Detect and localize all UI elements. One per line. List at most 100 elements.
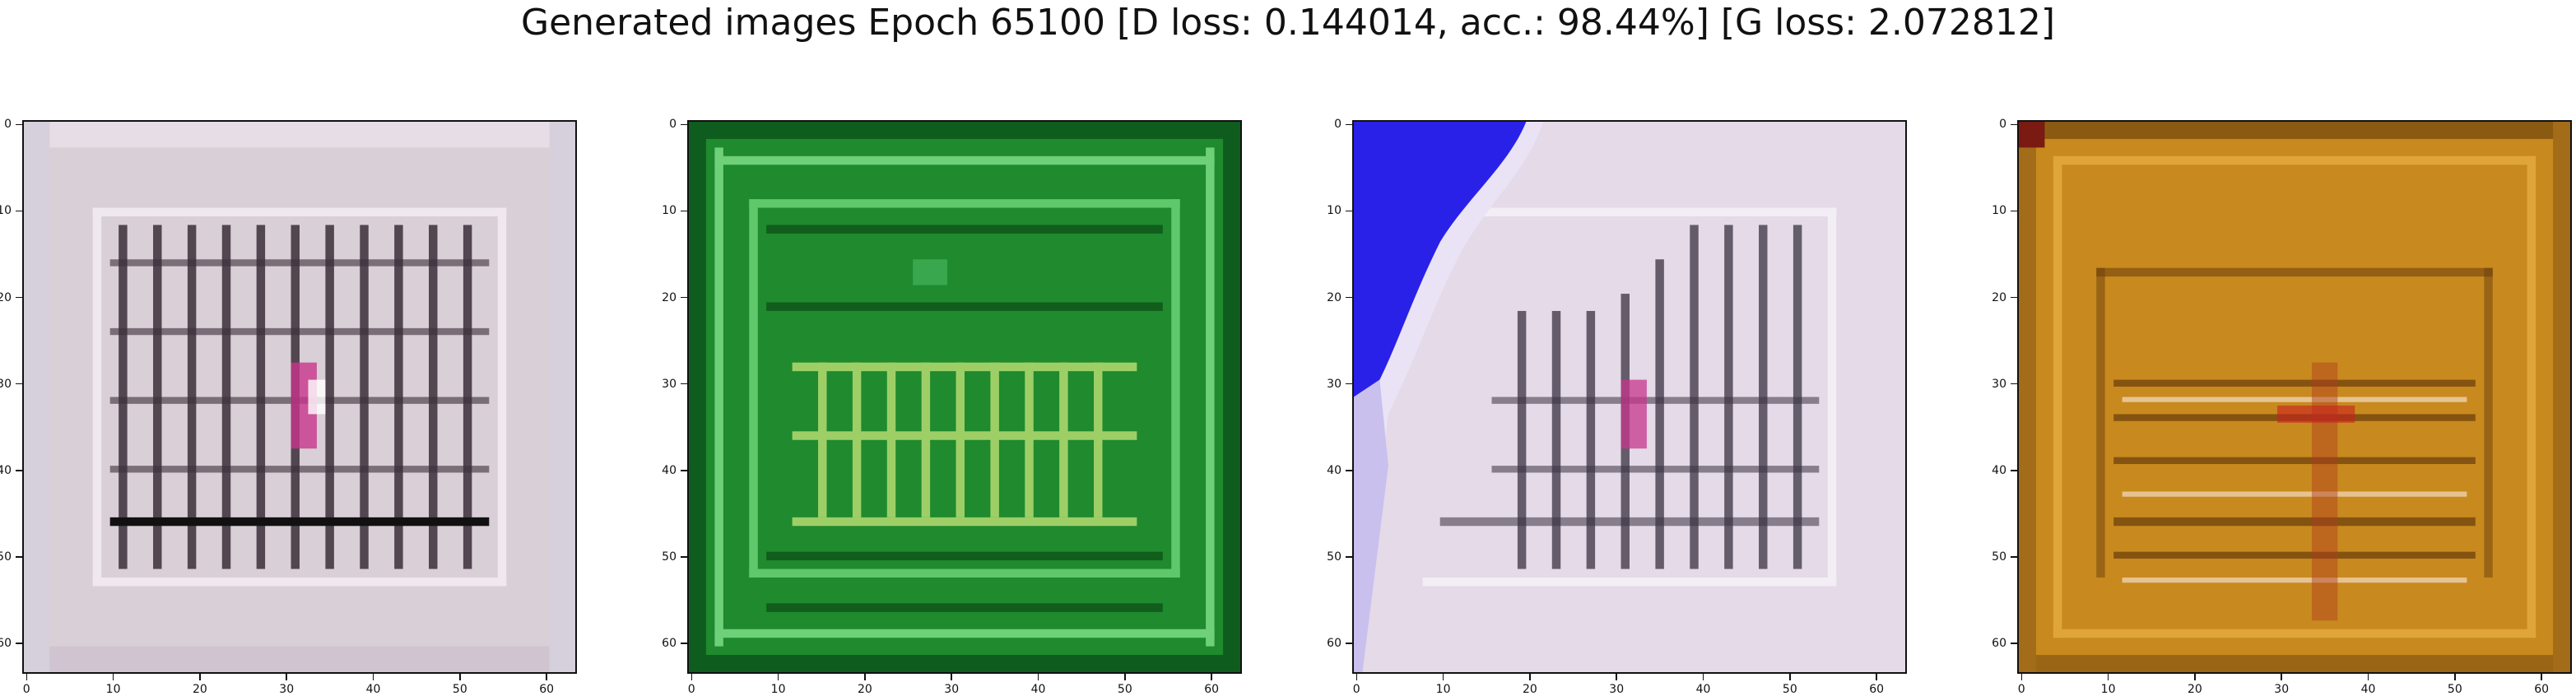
y-tick-mark [16,383,22,385]
image-canvas [1352,120,1907,674]
x-tick-label: 30 [944,683,959,696]
x-tick-mark [1876,674,1877,680]
y-tick-label: 10 [0,204,12,217]
x-tick-label: 60 [1869,683,1884,696]
y-tick-mark [2011,124,2017,126]
y-tick-label: 50 [0,550,12,564]
y-tick-mark [2011,383,2017,385]
image-canvas [687,120,1242,674]
image-panel-2: 0 10 20 30 40 50 60 0 10 20 30 40 50 60 [687,120,1242,674]
image-panel-4: 0 10 20 30 40 50 60 0 10 20 30 40 50 60 [2017,120,2572,674]
x-tick-mark [2368,674,2369,680]
x-tick-label: 30 [279,683,294,696]
x-tick-label: 10 [106,683,121,696]
y-tick-mark [2011,470,2017,471]
y-tick-mark [681,124,687,126]
y-tick-label: 60 [1992,637,2006,650]
x-tick-mark [2281,674,2282,680]
y-tick-mark [2011,297,2017,299]
x-tick-label: 10 [771,683,786,696]
y-tick-label: 20 [662,291,677,304]
y-tick-label: 30 [662,378,677,391]
x-tick-mark [951,674,952,680]
y-tick-label: 0 [4,118,12,131]
y-tick-mark [2011,211,2017,212]
y-tick-label: 40 [1992,464,2006,477]
x-tick-mark [459,674,461,680]
x-tick-label: 30 [2274,683,2289,696]
y-tick-label: 60 [1327,637,1341,650]
x-tick-label: 0 [1353,683,1360,696]
image-canvas [2017,120,2572,674]
generated-image-4 [2019,122,2570,672]
y-tick-label: 60 [662,637,677,650]
generated-image-2 [689,122,1240,672]
y-tick-mark [681,297,687,299]
y-tick-label: 10 [662,204,677,217]
x-tick-mark [1443,674,1444,680]
y-tick-label: 50 [662,550,677,564]
y-tick-label: 10 [1992,204,2006,217]
y-tick-label: 10 [1327,204,1341,217]
x-tick-mark [1703,674,1704,680]
y-tick-label: 40 [0,464,12,477]
y-tick-label: 50 [1327,550,1341,564]
x-tick-mark [1529,674,1531,680]
y-tick-label: 0 [669,118,677,131]
y-tick-label: 40 [1327,464,1341,477]
x-tick-mark [1211,674,1212,680]
y-tick-mark [16,556,22,558]
y-tick-mark [681,643,687,644]
y-tick-mark [1346,556,1352,558]
y-tick-label: 0 [1999,118,2006,131]
y-tick-mark [1346,211,1352,212]
image-panel-3: 0 10 20 30 40 50 60 0 10 20 30 40 50 60 [1352,120,1907,674]
y-tick-label: 40 [662,464,677,477]
x-tick-mark [1356,674,1358,680]
x-tick-label: 0 [688,683,695,696]
x-tick-label: 50 [453,683,467,696]
y-tick-mark [16,211,22,212]
y-tick-mark [1346,124,1352,126]
x-tick-label: 20 [2188,683,2202,696]
x-tick-label: 50 [1118,683,1132,696]
x-tick-label: 50 [2448,683,2462,696]
y-tick-mark [1346,383,1352,385]
x-tick-mark [286,674,287,680]
x-tick-label: 50 [1783,683,1797,696]
y-tick-label: 30 [1992,378,2006,391]
x-tick-label: 60 [2534,683,2549,696]
x-tick-mark [1789,674,1791,680]
y-tick-mark [1346,297,1352,299]
y-tick-label: 30 [1327,378,1341,391]
x-tick-mark [2108,674,2109,680]
y-tick-label: 30 [0,378,12,391]
generated-image-3 [1354,122,1905,672]
x-tick-label: 30 [1609,683,1624,696]
x-tick-label: 20 [193,683,207,696]
y-tick-label: 60 [0,637,12,650]
x-tick-mark [546,674,547,680]
x-tick-label: 40 [2361,683,2376,696]
y-tick-label: 20 [1992,291,2006,304]
y-tick-label: 20 [0,291,12,304]
x-tick-label: 0 [2018,683,2025,696]
y-tick-mark [16,470,22,471]
y-tick-mark [681,383,687,385]
x-tick-label: 10 [1436,683,1451,696]
x-tick-mark [864,674,866,680]
image-panel-1: 0 10 20 30 40 50 60 0 10 20 30 40 50 60 [22,120,577,674]
x-tick-mark [1124,674,1126,680]
x-tick-mark [373,674,374,680]
y-tick-mark [2011,643,2017,644]
x-tick-label: 40 [1696,683,1711,696]
generated-image-1 [24,122,575,672]
x-tick-mark [199,674,201,680]
x-tick-mark [113,674,114,680]
x-tick-mark [1038,674,1039,680]
y-tick-label: 20 [1327,291,1341,304]
x-tick-mark [2454,674,2456,680]
image-canvas [22,120,577,674]
x-tick-label: 20 [1523,683,1537,696]
x-tick-label: 20 [858,683,872,696]
